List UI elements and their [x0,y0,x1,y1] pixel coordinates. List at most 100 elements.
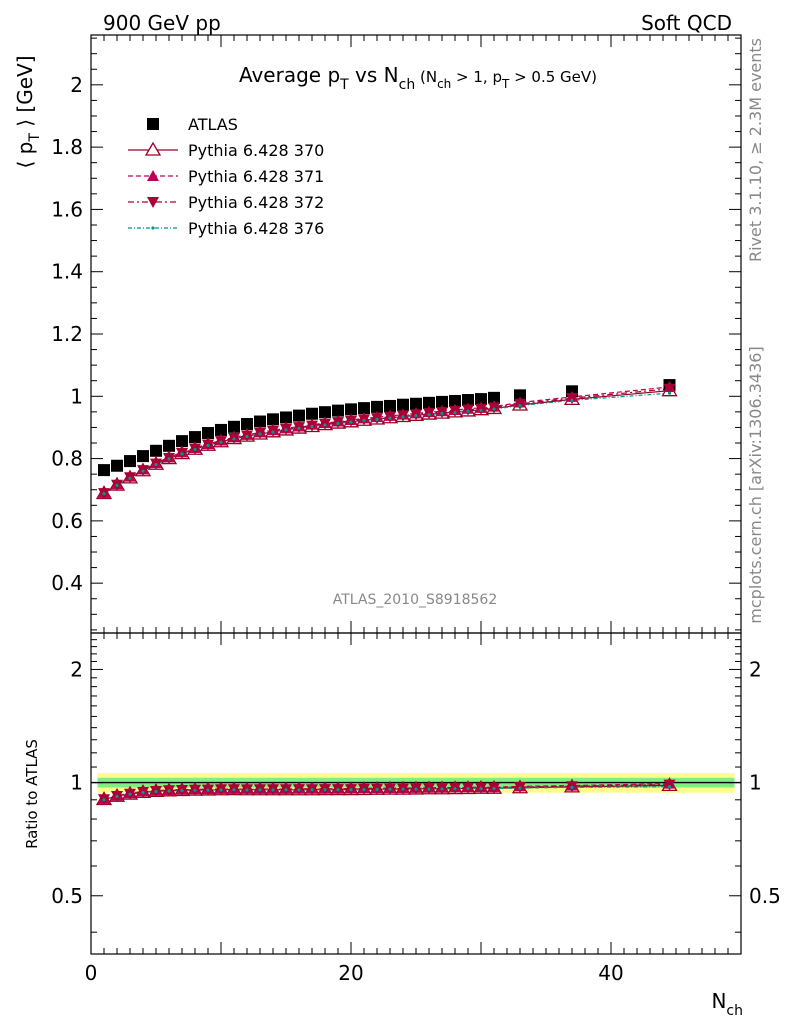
main-data-point [663,383,676,395]
ratio-data-point [667,785,672,789]
main-data-point [219,440,223,444]
mcplots-reference-label: mcplots.cern.ch [arXiv:1306.3436] [746,346,765,623]
ratio-y-tick-label-right: 2 [749,657,762,681]
main-data-point [141,469,145,473]
main-data-point [254,415,266,428]
x-tick-label: 20 [338,961,363,985]
ratio-data-point [115,794,119,798]
ratio-data-point [310,788,314,792]
legend: ATLAS Pythia 6.428 370 Pythia 6.428 371 Pyt… [128,115,324,238]
main-data-point [319,406,331,419]
main-data-point [167,457,171,461]
main-data-point [475,393,487,406]
ratio-y-tick-label: 2 [70,657,83,681]
main-y-tick-label: 1.8 [51,135,83,159]
main-data-point [232,437,236,441]
ratio-y-tick-label-right: 0.5 [749,884,781,908]
ratio-data-point [388,787,392,791]
legend-marker [151,226,155,230]
main-data-point [228,420,240,433]
ratio-data-point [570,785,574,790]
ratio-data-point [102,798,106,802]
main-data-point [362,418,366,423]
ratio-data-point [232,788,236,792]
main-data-point [492,407,496,411]
ratio-y-axis-label: Ratio to ATLAS [23,739,41,849]
main-data-point [176,435,188,448]
main-data-point [453,410,457,415]
main-axis-ticks: 0.4 0.6 0.8 1 1.2 1.4 1.6 1.8 2 [51,35,742,954]
main-data-point [154,462,158,467]
ratio-data-point [284,788,288,792]
main-y-axis-label: ⟨ pT ⟩ [GeV] [13,55,43,168]
main-series-layer [95,379,678,500]
main-data-point [280,411,292,424]
main-y-tick-label: 1.4 [51,260,83,284]
x-axis-label: Nch [711,989,743,1019]
ratio-data-point [167,789,171,793]
ratio-series-line [103,783,670,800]
main-data-point [488,391,500,404]
main-data-point [462,394,474,407]
main-plot-title: Average pT vs Nch (Nch > 1, pT > 0.5 GeV… [239,63,597,93]
x-tick-label: 40 [598,961,623,985]
legend-marker [144,141,162,156]
main-data-point [215,423,227,436]
main-data-point [102,492,106,496]
main-data-point [358,402,370,415]
legend-label: Pythia 6.428 371 [188,167,324,186]
ratio-data-point [141,790,145,795]
ratio-data-point [271,788,275,792]
main-data-point [258,432,262,436]
main-data-point [193,447,197,452]
ratio-y-tick-label-right: 1 [749,771,762,795]
main-data-point [98,464,110,477]
ratio-data-point [180,789,184,793]
main-data-point [336,421,340,425]
ratio-data-point [219,788,223,792]
ratio-data-point [427,787,431,791]
main-data-point [150,444,162,457]
main-y-tick-label: 1 [70,384,83,408]
main-data-point [306,407,318,420]
main-y-tick-label: 1.2 [51,322,83,346]
legend-label: ATLAS [188,115,238,134]
ratio-data-point [258,788,262,792]
main-y-tick-label: 2 [70,73,83,97]
main-data-point [667,391,672,395]
ratio-data-point [492,786,496,791]
ratio-data-point [323,788,327,792]
ratio-axis-ticks: 0.5 0.51 12 20 20 40 [51,639,781,985]
ratio-series-layer [95,777,678,806]
ratio-data-point [336,788,340,792]
ratio-data-point [453,787,457,791]
main-data-point [323,423,327,427]
main-data-point [189,431,201,444]
legend-label: Pythia 6.428 370 [188,141,324,160]
ratio-y-tick-label: 1 [70,771,83,795]
legend-marker [147,197,159,208]
main-data-point [427,413,431,417]
ratio-data-point [362,788,366,792]
ratio-data-point [663,779,676,791]
main-data-point [449,394,461,407]
main-data-point [245,434,249,439]
legend-marker [147,118,159,130]
ratio-data-point [479,786,483,791]
ratio-data-point [206,788,210,792]
main-data-point [570,398,574,402]
header-left: 900 GeV pp [103,11,221,35]
main-y-tick-label: 1.6 [51,197,83,221]
main-data-point [163,439,175,452]
ratio-data-point [349,788,353,792]
main-series-line [103,388,670,494]
main-y-tick-label: 0.6 [51,509,83,533]
main-data-point [479,408,483,412]
main-data-point [388,416,392,420]
main-data-point [345,403,357,416]
main-data-point [180,452,184,456]
ratio-data-point [128,792,132,796]
main-data-point [440,411,444,416]
main-data-point [241,418,253,431]
main-series-line [103,392,670,495]
